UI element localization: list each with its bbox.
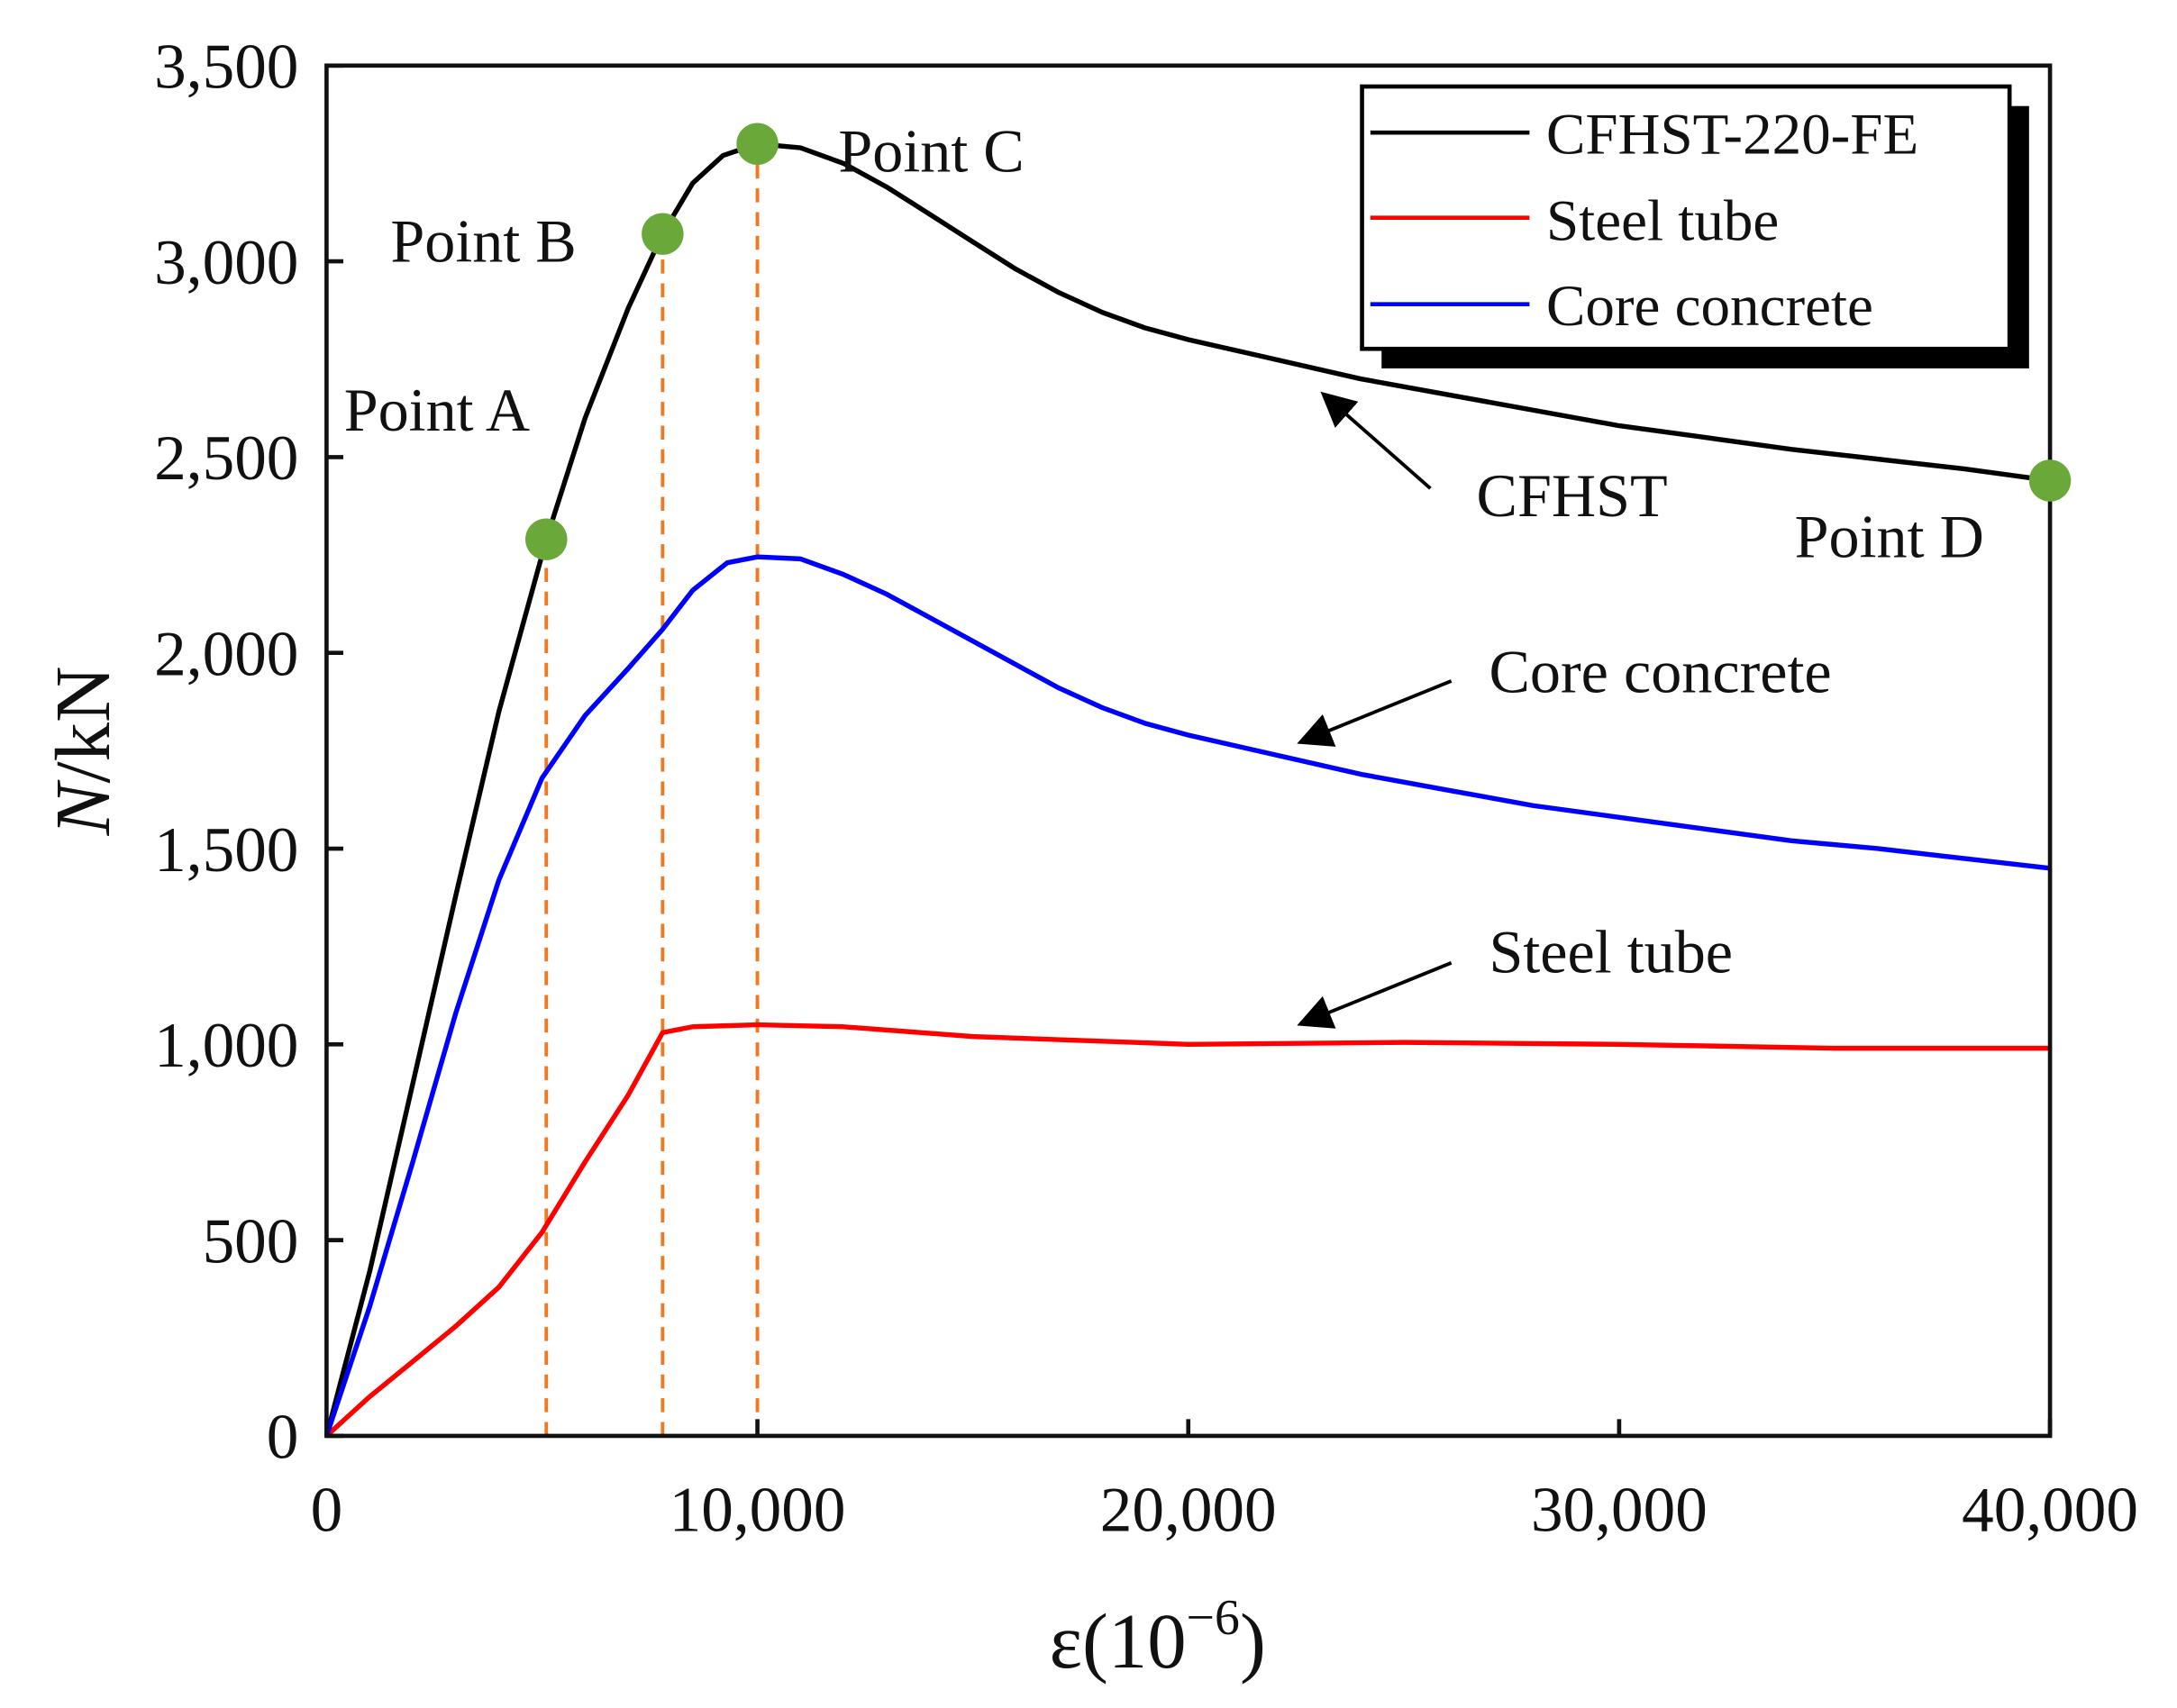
y-tick-label: 2,500 — [154, 423, 298, 494]
y-tick-label: 1,500 — [154, 815, 298, 886]
y-tick-label: 500 — [203, 1206, 299, 1276]
key-points: Point A Point B Point C Point D — [344, 117, 2072, 571]
x-tick-label: 40,000 — [1962, 1475, 2138, 1545]
key-point-marker — [736, 123, 779, 165]
legend-label-core-concrete: Core concrete — [1546, 274, 1873, 339]
y-tick-label: 3,000 — [154, 228, 298, 298]
annotation-arrow-core-concrete — [1297, 679, 1453, 747]
y-tick-label: 3,500 — [154, 32, 298, 103]
annotation-core-concrete: Core concrete — [1489, 637, 1831, 705]
annotation-steel-tube: Steel tube — [1489, 918, 1733, 986]
axis-ticks: 0 10,000 20,000 30,000 40,000 0 500 1,000 1,500 2… — [154, 32, 2138, 1546]
series-line-steel-tube — [324, 1022, 2051, 1438]
key-point-marker — [2028, 459, 2072, 502]
legend-label-cfhst: CFHST-220-FE — [1546, 102, 1918, 167]
y-axis-label: N/kN — [40, 666, 126, 836]
x-axis-label: ε(10−6) — [1050, 1590, 1266, 1685]
key-point-label: Point C — [838, 117, 1024, 186]
legend: CFHST-220-FE Steel tube Core concrete — [1360, 84, 2029, 368]
x-tick-label: 20,000 — [1100, 1475, 1277, 1545]
x-tick-label: 10,000 — [669, 1475, 846, 1545]
annotation-cfhst: CFHST — [1477, 461, 1668, 530]
x-tick-label: 0 — [311, 1475, 343, 1545]
series-lines — [323, 141, 2051, 1438]
annotation-arrow-cfhst — [1320, 391, 1432, 490]
key-point-label: Point B — [390, 207, 576, 276]
y-tick-label: 1,000 — [154, 1011, 298, 1081]
y-tick-label: 0 — [267, 1403, 299, 1473]
key-point-label: Point D — [1795, 503, 1984, 571]
series-line-cfhst-220-fe — [323, 141, 2051, 1437]
key-point-marker — [642, 213, 684, 255]
key-point-label: Point A — [344, 376, 530, 444]
series-line-core-concrete — [323, 554, 2051, 1437]
x-tick-label: 30,000 — [1531, 1475, 1708, 1545]
key-point-marker — [525, 518, 568, 560]
legend-label-steel-tube: Steel tube — [1546, 188, 1779, 253]
y-tick-label: 2,000 — [154, 619, 298, 689]
annotation-arrow-steel-tube — [1297, 961, 1453, 1029]
